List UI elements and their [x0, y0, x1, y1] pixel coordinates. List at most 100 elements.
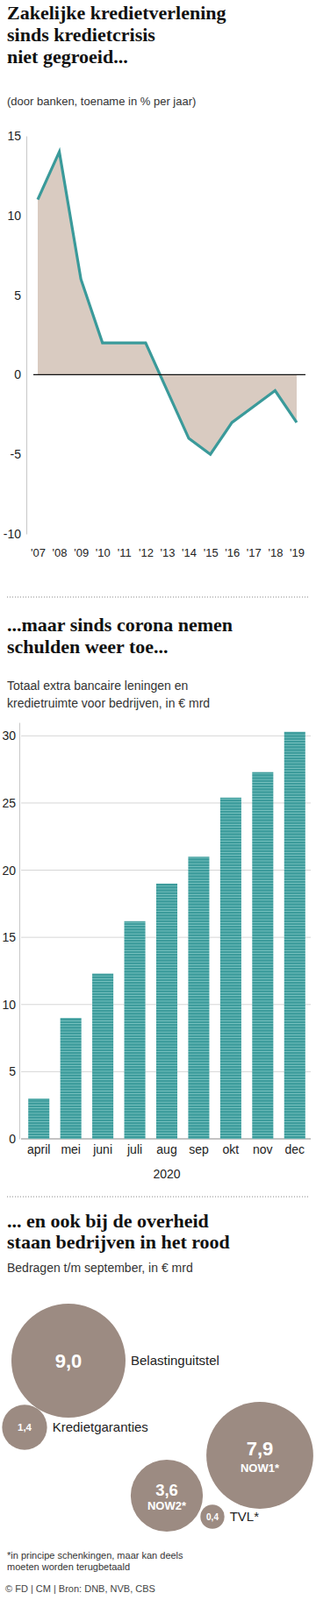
footnote: moeten worden terugbetaald: [7, 1563, 130, 1574]
x-tick-label: '14: [181, 546, 197, 561]
footnote: *in principe schenkingen, maar kan deels: [7, 1551, 184, 1563]
bar: [124, 922, 146, 1141]
x-tick-label: juli: [126, 1143, 143, 1158]
x-tick-label: '11: [117, 546, 132, 561]
y-tick-label: 5: [14, 288, 22, 303]
y-tick: 10: [1, 998, 20, 1013]
chart-title: niet gegroeid...: [7, 45, 129, 68]
chart-subtitle: (door banken, toename in % per jaar): [7, 94, 196, 108]
x-axis: '07 '08 '09 '10 '11 '12 '13 '14 '15 '16 '17 '18 '19: [30, 546, 305, 561]
grid-line: [21, 736, 311, 738]
separator: [7, 1198, 309, 1200]
y-tick-label: 10: [7, 208, 22, 223]
x-tick: '10: [95, 546, 111, 561]
y-tick-label: 15: [7, 129, 22, 144]
bar: [28, 1099, 50, 1141]
x-tick-label: '16: [224, 546, 240, 561]
x-tick-label: '15: [203, 546, 219, 561]
y-tick: 5: [8, 1065, 20, 1080]
y-tick: 25: [1, 797, 20, 812]
chart-title: Zakelijke kredietverlening: [7, 1, 227, 24]
y-tick-label: 25: [1, 797, 16, 812]
x-tick: juni: [92, 1143, 113, 1158]
y-tick: 0: [14, 367, 27, 382]
bubble: [206, 1403, 314, 1511]
data-label: 9,0: [55, 1351, 83, 1374]
bubble-label: Kredietgaranties: [52, 1421, 149, 1437]
data-label: 7,9: [246, 1439, 274, 1462]
zero-line: [33, 374, 306, 376]
x-tick: juli: [126, 1143, 143, 1158]
y-tick: 15: [1, 931, 20, 946]
chart-subtitle: Bedragen t/m september, in € mrd: [7, 1262, 194, 1277]
y-tick-label: 10: [1, 998, 16, 1013]
x-tick-label: '08: [52, 546, 68, 561]
x-tick: april: [27, 1143, 51, 1158]
chart-title: ... en ook bij de overheid: [7, 1211, 209, 1234]
bubble-label: TVL*: [229, 1510, 260, 1526]
x-tick-label: sep: [188, 1143, 209, 1158]
data-label: 0,4: [206, 1514, 219, 1524]
x-tick-label: aug: [156, 1143, 177, 1158]
chart-subtitle: Totaal extra bancaire leningen en: [7, 679, 188, 694]
y-tick-label: -5: [10, 447, 22, 462]
y-axis-line: [26, 136, 28, 536]
bubble: [130, 1461, 203, 1534]
x-tick: sep: [188, 1143, 209, 1158]
y-tick-label: -10: [3, 527, 22, 542]
x-tick-label: dec: [284, 1143, 305, 1158]
x-tick-label: '18: [267, 546, 283, 561]
bar: [284, 732, 306, 1141]
bubbles: [1, 1305, 314, 1534]
chart-subtitle: kredietruimte voor bedrijven, in € mrd: [7, 696, 210, 711]
chart-title: staan bedrijven in het rood: [7, 1232, 230, 1255]
y-tick: 20: [1, 864, 20, 879]
x-tick: dec: [284, 1143, 305, 1158]
data-label: 1,4: [17, 1423, 33, 1435]
x-tick: '11: [117, 546, 132, 561]
x-tick: '12: [138, 546, 154, 561]
x-tick-label: mei: [60, 1143, 81, 1158]
x-tick-label: '10: [95, 546, 111, 561]
x-tick: '19: [289, 546, 305, 561]
chart-title: schulden weer toe...: [7, 636, 169, 659]
x-axis: april meijuni juliaugsepoktnovdec: [27, 1143, 305, 1158]
y-tick-label: 30: [1, 729, 16, 744]
x-tick-label: '07: [30, 546, 46, 561]
x-tick-label: '19: [289, 546, 305, 561]
x-tick: '16: [224, 546, 240, 561]
y-tick: 10: [7, 208, 27, 223]
bubble-label: NOW1*: [240, 1463, 281, 1477]
bar: [187, 857, 209, 1141]
source: © FD | CM | Bron: DNB, NVB, CBS: [5, 1585, 156, 1596]
y-tick-label: 0: [8, 1133, 16, 1148]
separator: [7, 597, 309, 599]
x-tick: aug: [156, 1143, 177, 1158]
plot-area: [37, 151, 297, 455]
x-tick-label: okt: [222, 1143, 240, 1158]
bar: [156, 884, 178, 1141]
bar: [60, 1019, 82, 1141]
bar: [92, 975, 114, 1141]
y-axis: 0 5 10 15 20 25 30: [1, 724, 20, 1148]
x-tick: mei: [60, 1143, 81, 1158]
x-tick-label: nov: [252, 1143, 273, 1158]
x-tick: '13: [160, 546, 176, 561]
area: [37, 151, 297, 455]
x-tick-label: april: [27, 1143, 51, 1158]
y-axis-line: [19, 724, 21, 1142]
chart-title: ...maar sinds corona nemen: [7, 614, 233, 637]
x-tick-label: '09: [73, 546, 89, 561]
y-tick: 30: [1, 729, 20, 744]
bubble: [1, 1406, 47, 1451]
data-label: 3,6: [155, 1482, 179, 1501]
y-tick-label: 15: [1, 931, 16, 946]
y-tick: 5: [14, 288, 27, 303]
infographic: Zakelijke kredietverleningsinds kredietc…: [0, 0, 316, 1600]
x-tick-label: juni: [92, 1143, 113, 1158]
bar: [251, 773, 273, 1141]
x-tick: '15: [203, 546, 219, 561]
x-tick: '14: [181, 546, 197, 561]
x-tick: '18: [267, 546, 283, 561]
x-tick-label: '17: [246, 546, 262, 561]
